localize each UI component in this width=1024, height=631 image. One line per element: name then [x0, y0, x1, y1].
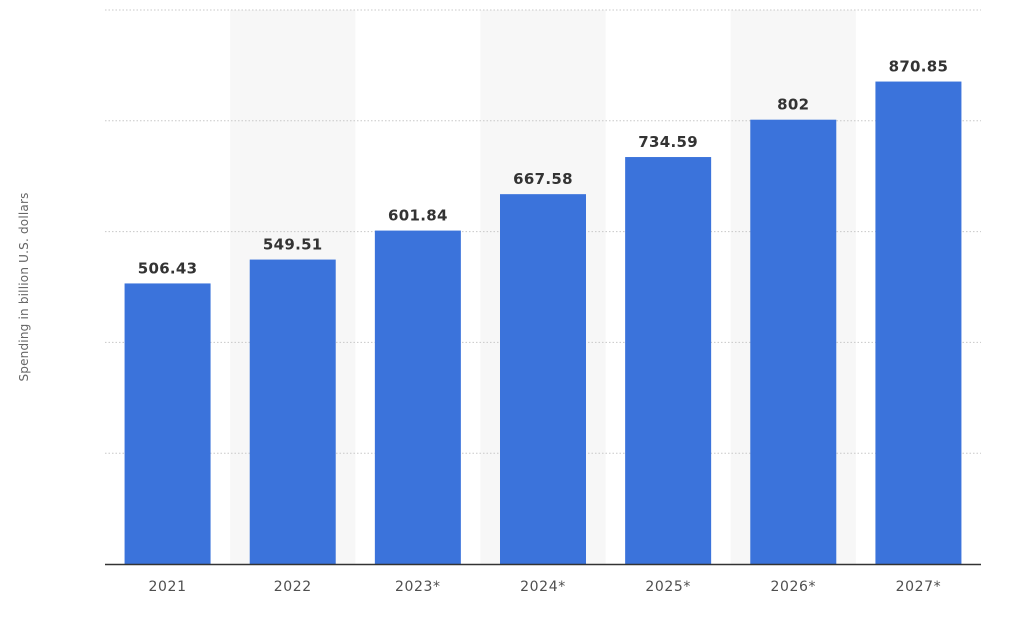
value-label: 802: [777, 96, 809, 114]
bars: [124, 81, 962, 565]
value-label: 549.51: [263, 236, 323, 254]
value-label: 734.59: [638, 133, 698, 151]
x-tick-label: 2025*: [645, 579, 691, 595]
value-labels: 506.43 549.51 601.84 667.58 734.59 802 870.85: [138, 58, 949, 278]
bar-2024[interactable]: [500, 194, 586, 564]
value-label: 870.85: [889, 58, 949, 76]
bar-2027[interactable]: [875, 81, 962, 564]
x-tick-label: 2024*: [520, 579, 566, 595]
bar-2022[interactable]: [249, 259, 336, 564]
x-tick-label: 2022: [274, 579, 312, 595]
y-axis-label: Spending in billion U.S. dollars: [17, 192, 31, 381]
x-tick-label: 2023*: [395, 579, 441, 595]
bar-2023[interactable]: [374, 230, 461, 565]
value-label: 667.58: [513, 170, 573, 188]
x-tick-labels: 2021 2022 2023* 2024* 2025* 2026* 2027*: [149, 579, 942, 595]
value-label: 506.43: [138, 259, 198, 277]
value-label: 601.84: [388, 207, 448, 225]
x-tick-label: 2027*: [896, 579, 942, 595]
bar-2021[interactable]: [124, 283, 211, 564]
bar-2025[interactable]: [625, 157, 712, 564]
x-tick-label: 2021: [149, 579, 187, 595]
x-tick-label: 2026*: [770, 579, 816, 595]
bar-2026[interactable]: [750, 119, 837, 564]
